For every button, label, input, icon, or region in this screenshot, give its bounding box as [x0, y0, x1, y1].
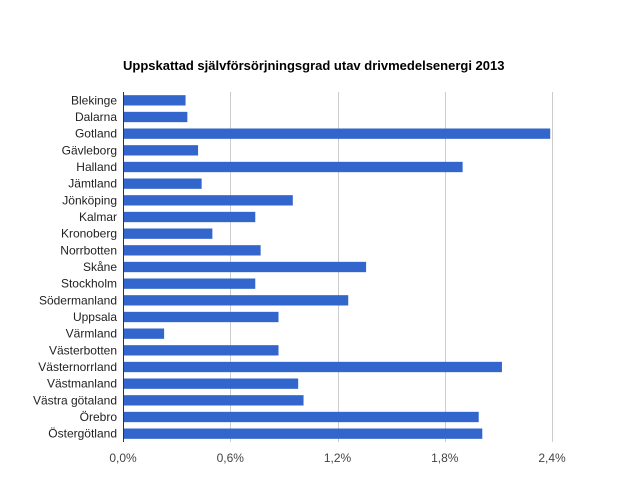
category-label: Dalarna	[75, 110, 117, 124]
category-label: Halland	[76, 160, 117, 174]
x-tick-labels: 0,0% 0,6% 1,2% 1,8% 2,4%	[109, 451, 566, 465]
bar	[124, 345, 279, 356]
category-label: Örebro	[80, 410, 118, 424]
bar	[124, 295, 349, 306]
bar	[124, 278, 256, 289]
category-label: Skåne	[83, 260, 117, 274]
category-label: Södermanland	[39, 293, 117, 307]
bar	[124, 111, 188, 123]
category-label: Värmland	[66, 327, 117, 341]
x-tick-label: 1,8%	[431, 451, 459, 465]
bar	[124, 378, 299, 389]
bar	[124, 361, 502, 373]
bar	[124, 178, 202, 189]
category-label: Västerbotten	[49, 343, 117, 357]
category-label: Kronoberg	[61, 227, 117, 241]
category-label: Gävleborg	[62, 143, 117, 157]
category-label: Blekinge	[71, 93, 117, 107]
bar	[124, 161, 463, 173]
category-label: Norrbotten	[60, 243, 117, 257]
category-label: Kalmar	[79, 210, 117, 224]
category-label: Västra götaland	[33, 393, 117, 407]
bar	[124, 395, 304, 406]
bar	[124, 128, 551, 139]
category-label: Västernorrland	[38, 360, 117, 374]
bar	[124, 328, 165, 339]
x-tick-label: 0,6%	[217, 451, 245, 465]
category-label: Jämtland	[68, 177, 117, 191]
category-label: Gotland	[75, 127, 117, 141]
chart-title: Uppskattad självförsörjningsgrad utav dr…	[123, 58, 504, 73]
bar	[124, 95, 186, 106]
bar	[124, 311, 279, 323]
bar	[124, 228, 213, 239]
category-label: Jönköping	[62, 193, 117, 207]
bar	[124, 245, 261, 256]
x-tick-label: 1,2%	[324, 451, 352, 465]
category-label: Västmanland	[47, 377, 117, 391]
x-tick-label: 0,0%	[109, 451, 137, 465]
bar	[124, 428, 483, 439]
bar	[124, 211, 256, 223]
bar	[124, 195, 293, 206]
bar	[124, 145, 199, 156]
bar	[124, 261, 367, 273]
bar	[124, 411, 479, 423]
category-labels: Blekinge Dalarna Gotland Gävleborg Halland Jä…	[33, 93, 117, 440]
category-label: Uppsala	[73, 310, 117, 324]
x-tick-label: 2,4%	[538, 451, 566, 465]
category-label: Stockholm	[61, 277, 117, 291]
category-label: Östergötland	[48, 427, 117, 441]
bars	[124, 95, 551, 439]
